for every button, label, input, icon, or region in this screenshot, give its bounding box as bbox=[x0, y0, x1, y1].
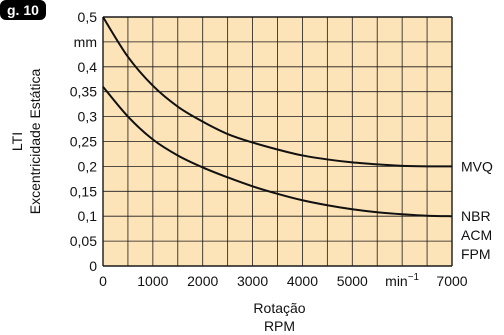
series-label-acm: ACM bbox=[461, 227, 492, 243]
x-tick-label: 5000 bbox=[337, 273, 368, 289]
figure-tag-label: g. 10 bbox=[7, 2, 39, 18]
y-tick-label: 0 bbox=[89, 258, 97, 274]
y-tick-label: 0,15 bbox=[70, 183, 97, 199]
y-tick-label: 0,3 bbox=[78, 109, 98, 125]
series-labels: MVQ NBR ACM FPM bbox=[461, 158, 493, 262]
x-tick-label: 0 bbox=[99, 273, 107, 289]
y-tick-label: 0,2 bbox=[78, 158, 98, 174]
series-label-mvq: MVQ bbox=[461, 158, 493, 174]
y-axis-label: Excentricidade Estática bbox=[27, 69, 43, 215]
x-axis-label: Rotação bbox=[253, 300, 305, 316]
y-tick-label: 0,1 bbox=[78, 208, 98, 224]
x-axis-unit-label: RPM bbox=[264, 318, 295, 334]
x-tick-label: 2000 bbox=[187, 273, 218, 289]
x-unit-label: min−1 bbox=[385, 272, 419, 289]
x-tick-label: 3000 bbox=[237, 273, 268, 289]
series-label-fpm: FPM bbox=[461, 246, 491, 262]
x-tick-label: 1000 bbox=[137, 273, 168, 289]
y-tick-label: 0,25 bbox=[70, 134, 97, 150]
series-lines bbox=[102, 16, 453, 218]
y-tick-label: 0,4 bbox=[78, 59, 98, 75]
x-unit-exponent: −1 bbox=[408, 272, 420, 283]
figure-tag-background bbox=[0, 0, 46, 20]
x-unit-text: min bbox=[385, 273, 408, 289]
series-label-nbr: NBR bbox=[461, 208, 491, 224]
y-unit-label: mm bbox=[74, 34, 97, 50]
series-line-nbr bbox=[102, 86, 453, 218]
series-line-mvq bbox=[102, 16, 453, 168]
y-tick-label: 0,5 bbox=[78, 9, 98, 25]
y-tick-label: 0,35 bbox=[70, 84, 97, 100]
x-tick-label: 7000 bbox=[436, 273, 467, 289]
figure-tag: g. 10 bbox=[0, 0, 46, 20]
y-tick-label: 0,05 bbox=[70, 233, 97, 249]
y-axis-secondary-label: LTI bbox=[9, 132, 25, 151]
tick-labels: 0 0,05 0,1 0,15 0,2 0,25 0,3 0,35 0,4 0,5 0 1000 200… bbox=[70, 9, 468, 289]
x-tick-label: 4000 bbox=[287, 273, 318, 289]
